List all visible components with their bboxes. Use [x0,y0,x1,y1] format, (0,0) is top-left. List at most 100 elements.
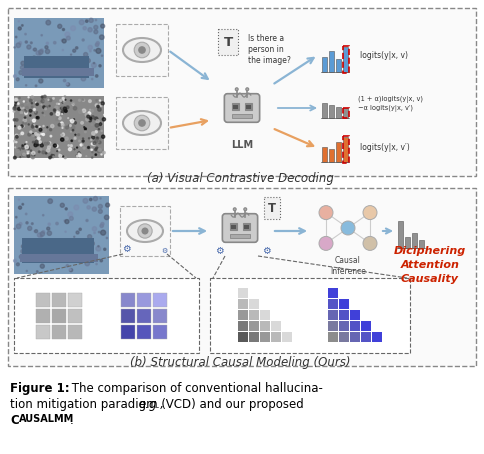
Circle shape [63,241,68,246]
Circle shape [29,69,31,71]
Circle shape [91,132,95,135]
Circle shape [47,227,50,230]
Bar [22,238,94,263]
Circle shape [65,231,66,232]
Circle shape [104,248,106,251]
Circle shape [50,135,52,137]
Circle shape [51,124,54,128]
Circle shape [42,151,45,154]
Circle shape [52,240,57,245]
Circle shape [91,149,92,150]
Circle shape [82,144,83,145]
Bar [121,292,135,306]
Circle shape [64,110,67,113]
Text: AUSALMM: AUSALMM [19,414,74,424]
Circle shape [22,203,24,205]
Circle shape [22,122,24,123]
Bar [246,105,251,109]
Circle shape [35,137,36,138]
Circle shape [28,97,29,98]
Circle shape [102,118,106,121]
Circle shape [36,271,38,272]
Bar [36,325,50,339]
Bar [338,321,349,331]
Circle shape [84,128,87,130]
Circle shape [91,139,92,140]
Circle shape [61,39,63,41]
Circle shape [39,141,41,143]
Bar [238,321,248,331]
Circle shape [18,206,22,209]
Circle shape [68,148,72,151]
Circle shape [36,126,38,128]
Circle shape [84,127,85,128]
Circle shape [44,143,47,145]
Bar [14,278,199,353]
Circle shape [60,132,62,133]
Bar [52,292,66,306]
Bar [328,310,338,320]
Circle shape [76,47,78,49]
Circle shape [75,134,76,135]
Circle shape [14,140,15,142]
Circle shape [16,142,17,143]
Circle shape [99,123,102,126]
Circle shape [14,107,15,108]
Circle shape [51,154,54,158]
Circle shape [22,145,23,146]
Circle shape [71,126,75,129]
Circle shape [91,63,96,68]
Circle shape [22,144,23,146]
Circle shape [25,123,27,124]
Circle shape [40,148,42,150]
Circle shape [91,245,92,247]
Bar [137,292,151,306]
Bar [52,309,66,322]
Circle shape [19,71,23,74]
Bar [68,292,82,306]
Circle shape [32,124,34,126]
Circle shape [91,136,94,139]
Circle shape [134,115,150,131]
Bar [322,57,327,72]
Text: Is there a
person in
the image?: Is there a person in the image? [248,34,291,65]
Bar [343,137,348,162]
Circle shape [63,79,66,82]
Circle shape [60,122,63,124]
Bar [361,321,371,331]
Circle shape [363,206,377,220]
Text: Figure 1:: Figure 1: [10,382,70,395]
Circle shape [71,100,72,101]
Circle shape [61,110,64,113]
Circle shape [63,107,66,110]
Circle shape [13,110,15,112]
Circle shape [101,55,103,56]
Circle shape [92,207,96,211]
Circle shape [21,25,23,26]
Circle shape [98,246,99,247]
Bar [328,332,338,342]
Circle shape [93,133,95,135]
Circle shape [53,66,58,71]
Circle shape [20,157,21,158]
Circle shape [88,147,90,148]
Circle shape [91,143,93,145]
Circle shape [100,224,104,227]
Circle shape [15,105,16,106]
Bar [259,310,270,320]
Circle shape [20,114,22,117]
Text: tion mitigation paradigm (: tion mitigation paradigm ( [10,398,166,411]
Circle shape [74,205,79,210]
Ellipse shape [123,38,161,62]
Circle shape [91,79,93,80]
Circle shape [96,119,99,123]
Circle shape [66,126,68,129]
Circle shape [54,41,56,44]
Circle shape [84,53,88,57]
Circle shape [18,20,19,22]
Circle shape [58,24,62,28]
Circle shape [49,99,52,102]
Bar [153,325,167,339]
Circle shape [87,206,91,209]
Circle shape [98,108,101,111]
